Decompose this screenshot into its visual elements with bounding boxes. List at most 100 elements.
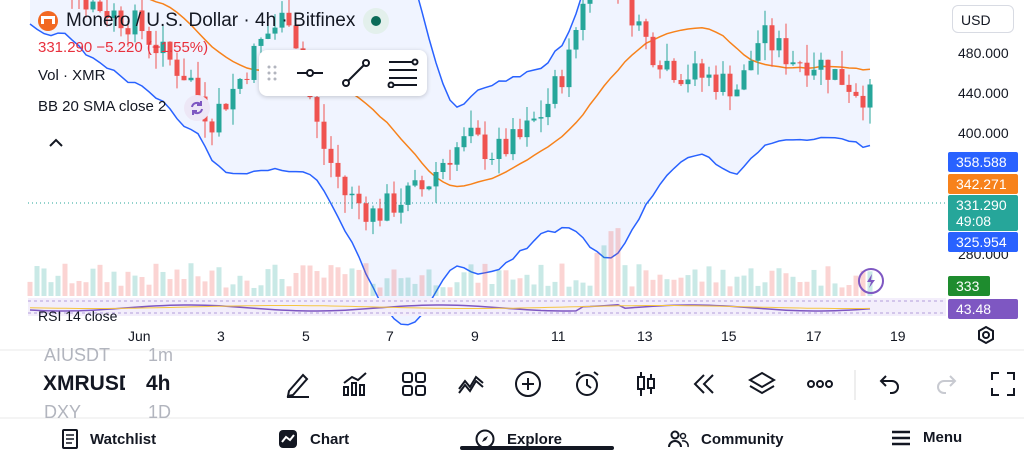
volume-bar bbox=[699, 281, 705, 296]
volume-bar bbox=[629, 286, 635, 296]
price-tick: 480.000 bbox=[958, 45, 1009, 61]
bollinger-indicator-label[interactable]: BB 20 SMA close 2 bbox=[38, 98, 167, 115]
rsi-indicator-label[interactable]: RSI 14 close bbox=[38, 308, 118, 324]
layout-grid-icon[interactable] bbox=[399, 369, 429, 399]
candle bbox=[125, 28, 131, 35]
candle bbox=[650, 36, 656, 66]
more-icon[interactable] bbox=[805, 369, 835, 399]
candle bbox=[762, 25, 768, 44]
undo-icon[interactable] bbox=[874, 369, 904, 399]
volume-bar bbox=[202, 281, 208, 296]
candle bbox=[342, 176, 348, 196]
candle bbox=[566, 49, 572, 88]
volume-bar bbox=[846, 285, 852, 296]
volume-bar bbox=[461, 272, 467, 296]
volume-bar bbox=[342, 274, 348, 296]
symbol-current[interactable]: XMRUSD bbox=[43, 372, 125, 395]
settings-icon[interactable] bbox=[975, 324, 997, 346]
candle bbox=[363, 203, 369, 222]
candle bbox=[832, 69, 838, 80]
nav-chart[interactable]: Chart bbox=[278, 429, 349, 449]
nav-watchlist[interactable]: Watchlist bbox=[62, 429, 156, 449]
volume-bar bbox=[34, 266, 40, 296]
volume-bar bbox=[76, 280, 82, 296]
timeframe-next[interactable]: 1D bbox=[148, 402, 172, 422]
volume-indicator-label[interactable]: Vol · XMR bbox=[38, 67, 106, 84]
candle bbox=[503, 138, 509, 155]
candle bbox=[195, 77, 201, 97]
indicators-icon[interactable] bbox=[340, 369, 370, 399]
candle bbox=[867, 84, 873, 108]
refresh-icon[interactable] bbox=[184, 95, 210, 121]
volume-bar bbox=[160, 271, 166, 296]
candle bbox=[468, 127, 474, 137]
bb-basis-line bbox=[149, 0, 871, 188]
candle bbox=[328, 148, 334, 163]
drag-handle-icon bbox=[267, 65, 277, 81]
timeframe-current[interactable]: 4h bbox=[146, 372, 171, 395]
fullscreen-icon[interactable] bbox=[988, 369, 1018, 399]
candle bbox=[321, 121, 327, 149]
price-tick: 400.000 bbox=[958, 125, 1009, 141]
last-price-value: 331.290 bbox=[956, 197, 1007, 213]
volume-bar bbox=[139, 277, 145, 296]
horizontal-line-icon[interactable] bbox=[295, 62, 325, 84]
volume-bar bbox=[188, 263, 194, 296]
candle bbox=[90, 1, 96, 10]
nav-menu[interactable]: Menu bbox=[891, 429, 962, 446]
volume-bar bbox=[608, 231, 614, 296]
monero-coin-icon bbox=[38, 11, 58, 31]
volume-bar bbox=[230, 284, 236, 296]
pencil-icon[interactable] bbox=[283, 369, 313, 399]
candle bbox=[97, 1, 103, 12]
candle bbox=[734, 89, 740, 97]
candle bbox=[314, 97, 320, 122]
currency-selector[interactable]: USD bbox=[952, 5, 1014, 33]
alarm-icon[interactable] bbox=[572, 369, 602, 399]
symbol-prev[interactable]: AIUSDT bbox=[44, 345, 111, 365]
candle bbox=[818, 59, 824, 70]
volume-bar bbox=[755, 285, 761, 296]
fib-retracement-icon[interactable] bbox=[387, 58, 419, 88]
symbol-next[interactable]: DXY bbox=[44, 402, 82, 422]
candle bbox=[104, 11, 110, 19]
replay-icon[interactable] bbox=[689, 369, 719, 399]
volume-bar bbox=[825, 266, 831, 296]
timeframe-prev[interactable]: 1m bbox=[148, 345, 174, 365]
candle bbox=[482, 134, 488, 160]
volume-bar bbox=[314, 271, 320, 296]
layers-icon[interactable] bbox=[747, 369, 777, 399]
volume-bar bbox=[167, 279, 173, 296]
volume-bar bbox=[440, 287, 446, 296]
volume-bar bbox=[559, 263, 565, 296]
trend-line-icon[interactable] bbox=[341, 59, 371, 87]
add-icon[interactable] bbox=[513, 369, 543, 399]
market-status-icon[interactable] bbox=[363, 8, 390, 34]
candle bbox=[510, 129, 516, 155]
nav-community[interactable]: Community bbox=[667, 429, 784, 449]
candle bbox=[692, 63, 698, 80]
candles-icon[interactable] bbox=[631, 369, 661, 399]
volume-bar bbox=[720, 269, 726, 296]
candle bbox=[405, 185, 411, 205]
candle bbox=[153, 44, 159, 54]
collapse-legend-button[interactable] bbox=[40, 130, 72, 156]
volume-bar bbox=[349, 268, 355, 296]
candle bbox=[377, 208, 383, 221]
chart-icon bbox=[279, 430, 297, 448]
volume-bar bbox=[356, 269, 362, 296]
compare-icon[interactable] bbox=[456, 369, 486, 399]
volume-bar bbox=[643, 270, 649, 296]
volume-bar bbox=[258, 285, 264, 296]
rsi-tag: 43.48 bbox=[948, 299, 1018, 319]
candle bbox=[860, 95, 866, 108]
candle bbox=[552, 76, 558, 104]
candle bbox=[244, 78, 250, 80]
volume-bar bbox=[664, 279, 670, 296]
candle bbox=[496, 138, 502, 159]
lightning-icon[interactable] bbox=[858, 268, 884, 294]
volume-bar bbox=[748, 268, 754, 296]
volume-bar bbox=[195, 276, 201, 296]
candle bbox=[174, 59, 180, 76]
